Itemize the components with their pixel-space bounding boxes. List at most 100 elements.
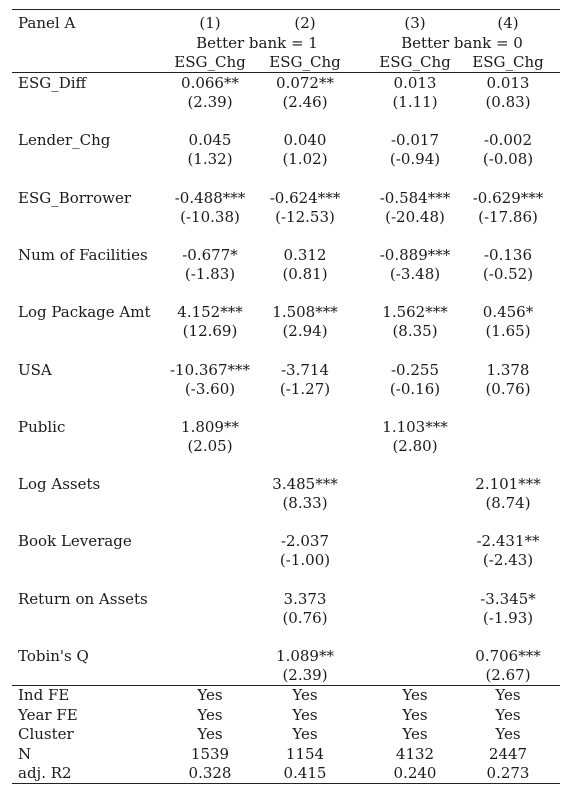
variable-label: Public (18, 417, 66, 436)
coefficient: 2.101*** (475, 475, 541, 494)
coefficient: 3.485*** (272, 475, 338, 494)
footer-value: Yes (292, 725, 318, 744)
footer-value: Yes (402, 705, 428, 724)
variable-label: USA (18, 360, 52, 379)
t-statistic: (-20.48) (385, 207, 445, 226)
coefficient: -0.136 (483, 245, 533, 264)
t-statistic: (-1.00) (279, 551, 331, 570)
t-statistic: (0.76) (485, 379, 531, 398)
coefficient: 1.562*** (382, 303, 448, 322)
coefficient: -0.488*** (174, 188, 246, 207)
variable-label: ESG_Borrower (18, 188, 132, 207)
t-statistic: (-3.48) (389, 264, 441, 283)
coefficient: 0.706*** (475, 647, 541, 665)
footer-value: Yes (495, 725, 521, 744)
footer-value: Yes (292, 705, 318, 724)
t-statistic: (-17.86) (478, 207, 538, 226)
footer-value: 0.273 (486, 764, 530, 783)
t-statistic: (12.69) (182, 322, 238, 341)
footer-label: Cluster (18, 725, 74, 744)
column-number: (1) (199, 14, 221, 32)
coefficient: 1.508*** (272, 303, 338, 322)
footer-value: 1539 (190, 744, 230, 763)
footer-value: 4132 (395, 744, 435, 763)
t-statistic: (8.33) (282, 494, 328, 513)
coefficient: -0.624*** (269, 188, 341, 207)
footer-label: Year FE (18, 705, 78, 724)
coefficient: 4.152*** (177, 303, 243, 322)
variable-label: Book Leverage (18, 532, 132, 551)
coefficient: -0.017 (390, 131, 440, 150)
t-statistic: (2.67) (485, 666, 531, 684)
coefficient: 1.103*** (382, 417, 448, 436)
t-statistic: (2.05) (187, 436, 233, 455)
footer-label: adj. R2 (18, 764, 72, 783)
t-statistic: (1.32) (187, 150, 233, 169)
variable-label: Return on Assets (18, 589, 148, 608)
column-number: (2) (294, 14, 316, 32)
coefficient: 1.378 (486, 360, 530, 379)
column-number: (4) (497, 14, 519, 32)
dependent-variable: ESG_Chg (472, 53, 544, 71)
t-statistic: (-10.38) (180, 207, 240, 226)
coefficient: -10.367*** (169, 360, 251, 379)
variable-label: Log Assets (18, 475, 101, 494)
t-statistic: (1.02) (282, 150, 328, 169)
footer-label: Ind FE (18, 686, 70, 704)
variable-label: Tobin's Q (18, 647, 89, 665)
t-statistic: (-2.43) (482, 551, 534, 570)
t-statistic: (-0.08) (482, 150, 534, 169)
t-statistic: (-0.16) (389, 379, 441, 398)
variable-label: Lender_Chg (18, 131, 111, 150)
coefficient: 0.013 (393, 74, 437, 92)
coefficient: 1.089** (276, 647, 334, 665)
t-statistic: (-0.52) (482, 264, 534, 283)
coefficient: -3.714 (280, 360, 330, 379)
dependent-variable: ESG_Chg (379, 53, 451, 71)
footer-value: 0.328 (188, 764, 232, 783)
t-statistic: (8.35) (392, 322, 438, 341)
t-statistic: (1.11) (392, 93, 438, 111)
footer-value: Yes (402, 686, 428, 704)
t-statistic: (0.81) (282, 264, 328, 283)
t-statistic: (1.65) (485, 322, 531, 341)
footer-value: 2447 (488, 744, 528, 763)
footer-value: Yes (292, 686, 318, 704)
t-statistic: (2.39) (282, 666, 328, 684)
coefficient: -3.345* (480, 589, 536, 608)
footer-value: 0.415 (283, 764, 327, 783)
footer-value: Yes (197, 725, 223, 744)
coefficient: 0.066** (181, 74, 239, 92)
coefficient: -0.584*** (379, 188, 451, 207)
t-statistic: (-12.53) (275, 207, 335, 226)
t-statistic: (8.74) (485, 494, 531, 513)
footer-rule (12, 685, 560, 686)
coefficient: -0.255 (390, 360, 440, 379)
t-statistic: (2.94) (282, 322, 328, 341)
coefficient: -0.629*** (472, 188, 544, 207)
t-statistic: (2.39) (187, 93, 233, 111)
coefficient: 0.013 (486, 74, 530, 92)
footer-value: Yes (402, 725, 428, 744)
coefficient: 0.045 (188, 131, 232, 150)
footer-label: N (18, 744, 32, 763)
coefficient: -0.677* (182, 245, 238, 264)
t-statistic: (2.80) (392, 436, 438, 455)
panel-label: Panel A (18, 14, 76, 32)
bottom-rule (12, 783, 560, 784)
coefficient: 0.040 (283, 131, 327, 150)
footer-value: 0.240 (393, 764, 437, 783)
coefficient: -2.431** (476, 532, 540, 551)
top-rule (12, 9, 560, 10)
footer-value: Yes (197, 686, 223, 704)
coefficient: 0.456* (482, 303, 534, 322)
regression-table: Panel A (1) (2) (3) (4) Better bank = 1 Better… (12, 9, 560, 784)
footer-value: Yes (197, 705, 223, 724)
t-statistic: (-3.60) (184, 379, 236, 398)
coefficient: -2.037 (280, 532, 330, 551)
header-rule (12, 72, 560, 73)
t-statistic: (-1.83) (184, 264, 236, 283)
variable-label: ESG_Diff (18, 74, 87, 92)
coefficient: 1.809** (181, 417, 239, 436)
t-statistic: (-1.93) (482, 608, 534, 627)
